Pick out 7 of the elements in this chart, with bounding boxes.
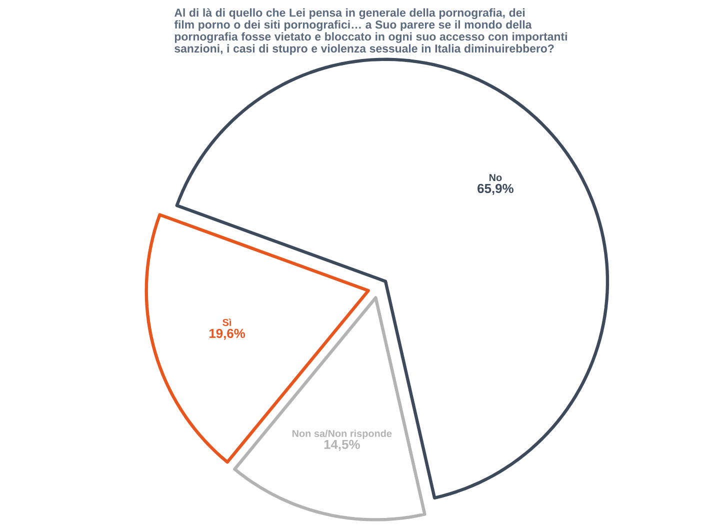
data-label: 19,6% bbox=[209, 328, 246, 340]
chart-title: Al di là di quello che Lei pensa in generale della pornografia, dei film porno o dei siti pornografici… a Suo parere se il mondo della pornografia fosse vietato e bloccato in ogni suo accesso con importanti sanzioni, i casi di stupro e violenza sessuale in Italia diminuirebbero? bbox=[174, 8, 567, 55]
slice-label: No bbox=[489, 174, 502, 182]
slice-label: Sì bbox=[222, 318, 232, 326]
slice-label: Non sa/Non risponde bbox=[292, 430, 392, 439]
data-label: 14,5% bbox=[324, 440, 360, 451]
data-label: 65,9% bbox=[478, 184, 514, 195]
